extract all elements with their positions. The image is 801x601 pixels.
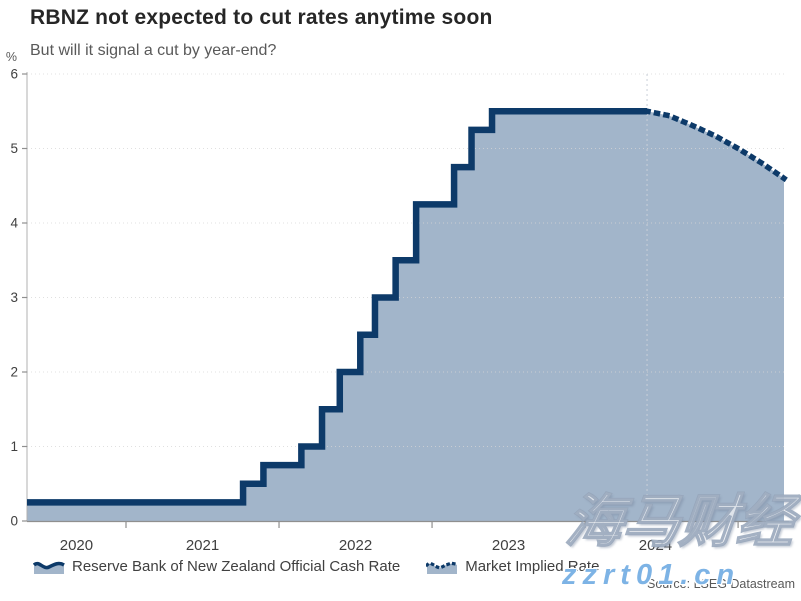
legend-item-cash-rate: Reserve Bank of New Zealand Official Cas…: [33, 558, 400, 575]
source-credit: Source: LSEG Datastream: [647, 577, 795, 591]
y-tick-label: 0: [10, 514, 18, 529]
area-fill: [27, 111, 784, 521]
x-tick-label: 2021: [186, 537, 219, 554]
y-tick-label: 2: [10, 365, 18, 380]
x-tick-label: 2022: [339, 537, 372, 554]
chart-title: RBNZ not expected to cut rates anytime s…: [30, 6, 493, 29]
y-tick-label: 5: [10, 141, 18, 156]
chart-legend: Reserve Bank of New Zealand Official Cas…: [33, 558, 599, 575]
legend-item-market-implied: Market Implied Rate: [426, 558, 599, 575]
area-solid-line-icon: [33, 561, 65, 574]
y-tick-label: 3: [10, 290, 18, 305]
y-tick-label: 1: [10, 439, 18, 454]
legend-label-market-implied: Market Implied Rate: [465, 558, 600, 575]
y-tick-label: 6: [10, 67, 18, 82]
chart-subtitle: But will it signal a cut by year-end?: [30, 42, 277, 59]
area-dotted-line-icon: [426, 561, 459, 574]
x-tick-label: 2024: [639, 537, 672, 554]
y-tick-label: 4: [10, 216, 18, 231]
y-axis-unit-label: %: [6, 50, 17, 64]
x-tick-label: 2020: [60, 537, 93, 554]
x-tick-label: 2023: [492, 537, 525, 554]
official-cash-rate-line: [27, 108, 648, 506]
legend-label-cash-rate: Reserve Bank of New Zealand Official Cas…: [72, 558, 401, 575]
market-implied-line: [643, 108, 788, 183]
